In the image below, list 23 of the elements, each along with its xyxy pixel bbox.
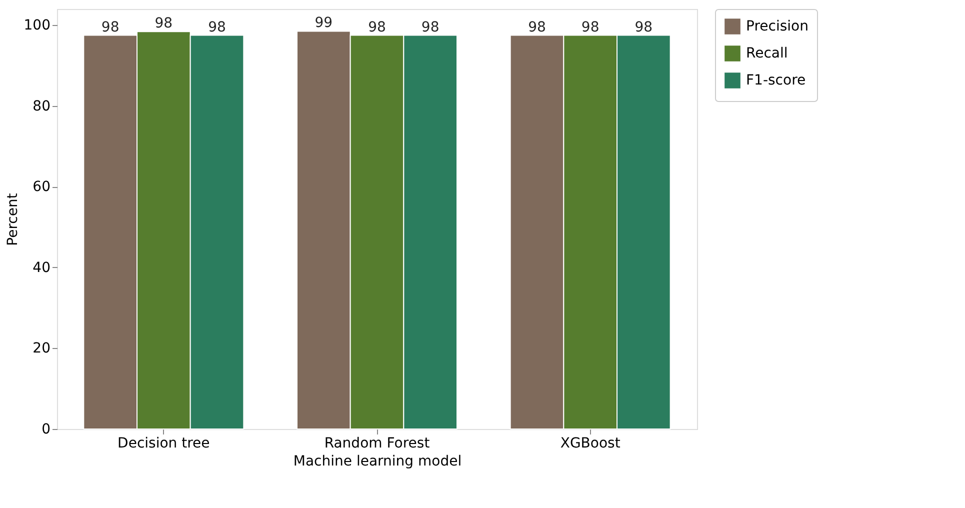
legend-label: Precision — [746, 18, 808, 34]
data-label: 98 — [581, 19, 600, 36]
y-tick-label: 100 — [24, 18, 50, 34]
y-tick-label: 60 — [32, 179, 50, 196]
y-tick-label: 80 — [32, 98, 50, 114]
legend-label: F1-score — [746, 72, 806, 88]
data-label: 98 — [101, 19, 120, 36]
data-label: 98 — [208, 19, 226, 36]
data-label: 99 — [314, 15, 333, 32]
x-tick-label: XGBoost — [560, 436, 621, 452]
data-label: 98 — [528, 19, 546, 36]
data-label: 98 — [634, 19, 653, 36]
x-tick-label: Random Forest — [324, 436, 430, 452]
data-label: 98 — [421, 19, 440, 36]
data-label: 98 — [154, 16, 173, 32]
x-tick-label: Decision tree — [118, 436, 210, 452]
legend-label: Recall — [746, 46, 788, 62]
data-label: 98 — [368, 19, 386, 36]
y-tick-label: 0 — [42, 422, 50, 438]
y-tick-label: 40 — [32, 260, 50, 276]
y-axis-title: Percent — [4, 192, 21, 246]
x-axis-title: Machine learning model — [293, 454, 462, 470]
y-tick-label: 20 — [32, 340, 50, 357]
